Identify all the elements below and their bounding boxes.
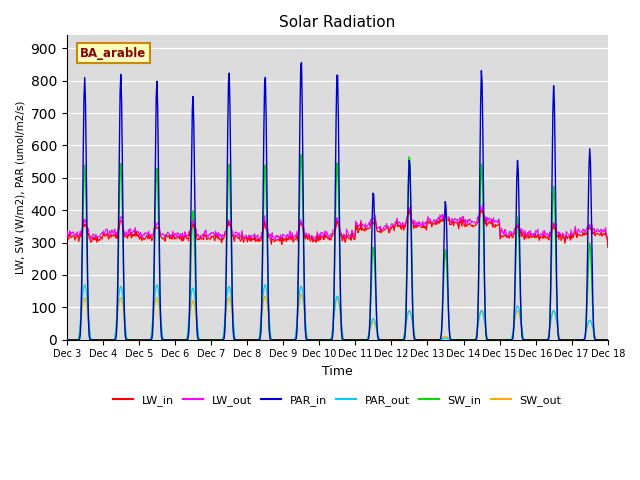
SW_in (298, 152, 305, 157)
PAR_out (72, 337, 80, 343)
Line: PAR_in: PAR_in (67, 62, 608, 340)
LW_in (604, 245, 612, 251)
SW_in (128, 337, 136, 343)
LW_out (183, 232, 191, 238)
PAR_in (63, 337, 70, 343)
Line: LW_out: LW_out (67, 204, 608, 242)
LW_out (128, 229, 136, 235)
PAR_in (404, 228, 412, 233)
PAR_in (298, 60, 305, 65)
Line: SW_out: SW_out (67, 295, 608, 340)
LW_out (63, 233, 70, 239)
Legend: LW_in, LW_out, PAR_in, PAR_out, SW_in, SW_out: LW_in, LW_out, PAR_in, PAR_out, SW_in, S… (109, 391, 566, 410)
SW_out (212, 337, 220, 343)
SW_out (63, 337, 70, 343)
PAR_out (184, 328, 191, 334)
Title: Solar Radiation: Solar Radiation (279, 15, 396, 30)
LW_out (403, 214, 411, 219)
SW_in (183, 337, 191, 343)
SW_out (298, 292, 305, 298)
SW_in (72, 337, 80, 343)
Line: SW_in: SW_in (67, 155, 608, 340)
SW_out (604, 337, 612, 343)
PAR_in (128, 337, 136, 343)
LW_out (479, 201, 486, 207)
SW_out (72, 337, 80, 343)
SW_out (128, 337, 136, 343)
SW_in (604, 337, 612, 343)
LW_out (604, 240, 612, 245)
LW_in (183, 236, 191, 241)
PAR_in (420, 337, 428, 343)
SW_in (63, 337, 70, 343)
SW_in (212, 337, 220, 343)
LW_in (212, 232, 220, 238)
PAR_out (212, 337, 220, 343)
SW_out (404, 312, 412, 318)
PAR_out (420, 337, 428, 343)
X-axis label: Time: Time (322, 365, 353, 378)
LW_in (419, 223, 426, 229)
Y-axis label: LW, SW (W/m2), PAR (umol/m2/s): LW, SW (W/m2), PAR (umol/m2/s) (15, 101, 25, 274)
LW_out (72, 232, 80, 238)
SW_out (183, 336, 191, 341)
LW_in (479, 207, 486, 213)
Line: PAR_out: PAR_out (67, 285, 608, 340)
PAR_in (72, 337, 80, 343)
SW_in (420, 337, 428, 343)
LW_out (212, 228, 220, 234)
Text: BA_arable: BA_arable (80, 47, 147, 60)
PAR_in (604, 337, 612, 343)
LW_out (419, 218, 426, 224)
LW_in (72, 234, 80, 240)
PAR_in (183, 337, 191, 343)
LW_in (403, 216, 411, 222)
PAR_out (81, 282, 88, 288)
LW_in (63, 235, 70, 241)
PAR_out (63, 337, 70, 343)
PAR_out (129, 337, 137, 343)
LW_in (128, 231, 136, 237)
PAR_out (404, 312, 412, 318)
PAR_in (212, 337, 220, 343)
PAR_out (604, 337, 612, 343)
Line: LW_in: LW_in (67, 210, 608, 248)
SW_in (404, 214, 412, 220)
SW_out (420, 337, 428, 343)
